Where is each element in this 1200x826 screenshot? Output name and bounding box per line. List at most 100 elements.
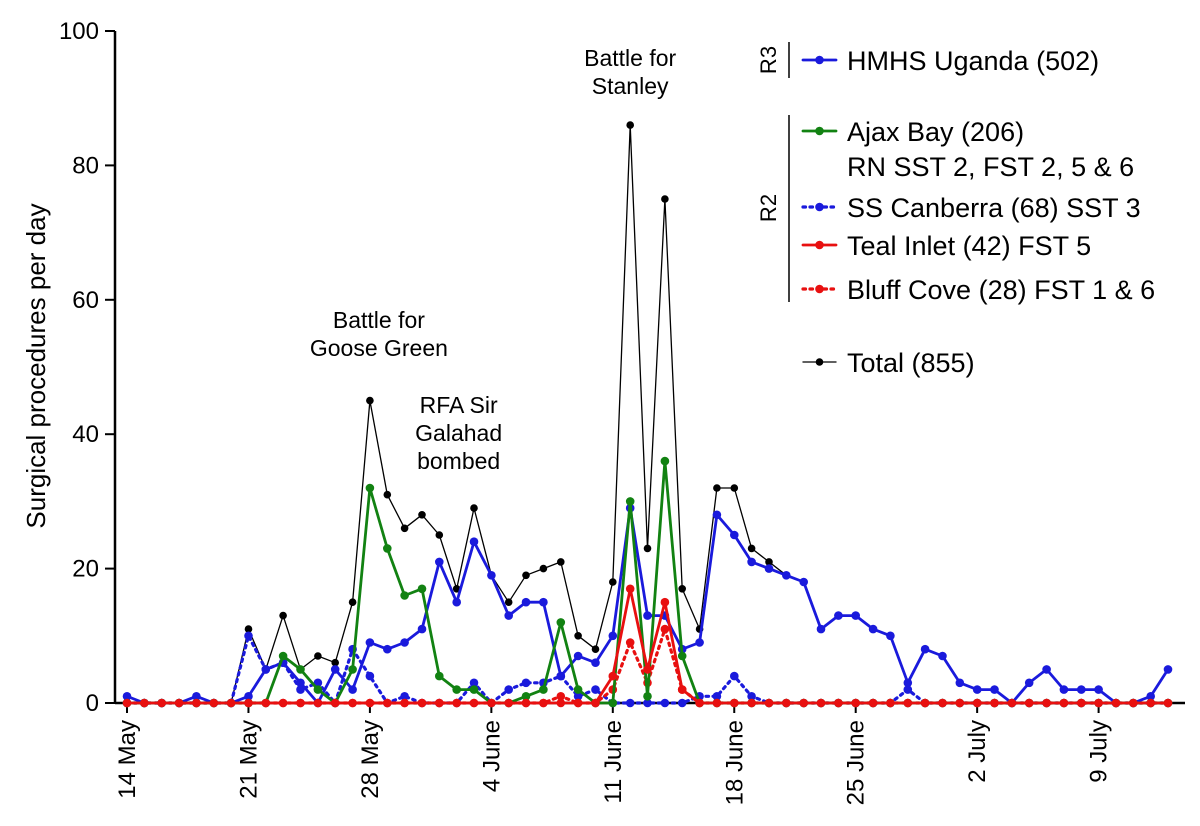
- data-point: [313, 698, 323, 708]
- annotation-line: Goose Green: [310, 335, 448, 361]
- data-point: [487, 571, 496, 580]
- annotation-battle-for-goose-green: Battle for Goose Green: [310, 307, 448, 361]
- legend-label-line: Bluff Cove (28) FST 1 & 6: [847, 275, 1155, 305]
- legend-group-r2: R2: [756, 115, 790, 302]
- data-point: [625, 584, 635, 594]
- legend-swatch-marker: [815, 358, 824, 366]
- data-point: [938, 651, 947, 661]
- legend-label: Bluff Cove (28) FST 1 & 6: [847, 275, 1155, 305]
- y-tick-label: 20: [72, 556, 99, 583]
- data-point: [383, 644, 392, 654]
- legend-label-line: Teal Inlet (42) FST 5: [847, 231, 1091, 261]
- data-point: [573, 698, 583, 708]
- data-point: [1146, 692, 1155, 701]
- data-point: [521, 678, 531, 688]
- data-point: [122, 698, 132, 708]
- data-point: [521, 698, 531, 708]
- legend-item-teal-inlet-42-fst-5: Teal Inlet (42) FST 5: [801, 231, 1091, 261]
- data-point: [609, 578, 617, 586]
- data-point: [539, 597, 548, 607]
- data-point: [920, 698, 930, 708]
- data-point: [782, 571, 791, 580]
- data-point: [557, 558, 565, 566]
- y-tick-label: 40: [72, 421, 99, 448]
- legend-item-hmhs-uganda-502: HMHS Uganda (502): [801, 46, 1099, 76]
- data-point: [1163, 665, 1173, 674]
- data-point: [730, 530, 739, 540]
- data-point: [851, 611, 860, 620]
- data-point: [938, 698, 947, 708]
- data-point: [365, 483, 375, 493]
- data-point: [383, 698, 392, 708]
- data-point: [677, 685, 687, 694]
- data-point: [313, 685, 323, 694]
- data-point: [400, 638, 409, 647]
- data-point: [435, 698, 444, 708]
- x-tick-label-14-may: 14 May: [114, 720, 141, 799]
- data-point: [435, 671, 444, 681]
- data-point: [296, 685, 305, 694]
- data-point: [383, 544, 392, 553]
- data-point: [1163, 698, 1173, 708]
- data-point: [591, 698, 600, 708]
- data-point: [1077, 685, 1086, 694]
- data-point: [608, 671, 618, 681]
- legend-group-label: R2: [756, 194, 781, 222]
- data-point: [677, 651, 687, 661]
- data-point: [331, 658, 340, 667]
- data-point: [348, 685, 357, 694]
- data-point: [643, 698, 652, 708]
- data-point: [990, 698, 999, 708]
- legend-swatch-marker: [815, 126, 824, 136]
- data-point: [261, 665, 271, 674]
- data-point: [591, 658, 600, 667]
- data-point: [244, 631, 253, 641]
- legend-swatch-marker: [815, 284, 824, 294]
- y-tick-label: 0: [86, 690, 99, 717]
- data-point: [730, 671, 739, 681]
- legend-label: Total (855): [847, 348, 975, 378]
- legend-label: Ajax Bay (206) RN SST 2, FST 2, 5 & 6: [847, 117, 1134, 182]
- data-point: [365, 671, 375, 681]
- data-point: [816, 698, 826, 708]
- data-point: [296, 698, 305, 708]
- data-point: [643, 692, 652, 701]
- data-point: [886, 698, 895, 708]
- data-point: [764, 698, 774, 708]
- data-point: [504, 698, 513, 708]
- data-point: [851, 698, 860, 708]
- data-point: [868, 624, 878, 634]
- data-point: [972, 685, 982, 694]
- data-point: [713, 484, 721, 492]
- data-point: [522, 571, 530, 580]
- data-point: [747, 692, 756, 701]
- data-point: [452, 685, 462, 694]
- data-point: [661, 195, 669, 203]
- legend-swatch-marker: [815, 55, 824, 65]
- data-point: [608, 698, 618, 708]
- data-point: [1059, 698, 1069, 708]
- legend-group-r3: R3: [756, 42, 790, 78]
- legend-label-line: SS Canberra (68) SST 3: [847, 193, 1141, 223]
- data-point: [868, 698, 878, 708]
- legend-group-label: R3: [756, 46, 781, 74]
- data-point: [695, 698, 704, 708]
- data-point: [504, 685, 513, 694]
- data-point: [625, 497, 635, 506]
- x-tick-label-11-june: 11 June: [600, 720, 627, 804]
- data-point: [539, 564, 548, 573]
- data-point: [660, 698, 670, 708]
- data-point: [799, 698, 808, 708]
- data-point: [539, 698, 548, 708]
- data-point: [573, 651, 583, 661]
- legend-label-line: HMHS Uganda (502): [847, 46, 1099, 76]
- legend-swatch-marker: [815, 202, 824, 212]
- legend-label-line: Total (855): [847, 348, 975, 378]
- data-point: [643, 665, 652, 674]
- data-point: [903, 685, 913, 694]
- data-point: [834, 611, 843, 620]
- data-point: [816, 624, 826, 634]
- annotation-rfa-sir-galahad-bombed: RFA Sir Galahad bombed: [415, 392, 502, 474]
- data-point: [469, 698, 479, 708]
- data-point: [677, 698, 687, 708]
